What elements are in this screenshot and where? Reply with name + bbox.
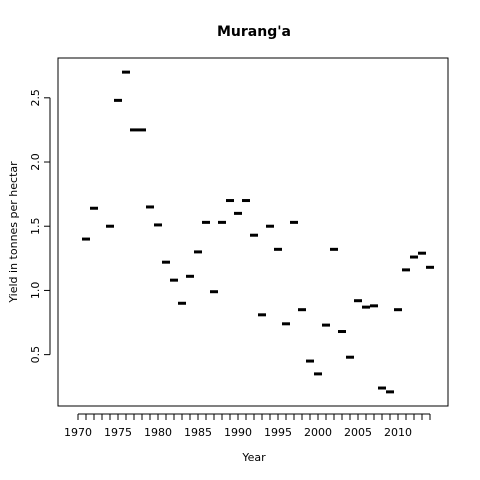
x-tick-label: 1970 <box>64 426 92 439</box>
chart-title: Murang'a <box>217 24 291 40</box>
y-axis-label: Yield in tonnes per hectar <box>7 161 20 304</box>
y-tick-label: 1.0 <box>29 282 42 300</box>
y-tick-label: 2.5 <box>29 89 42 107</box>
x-tick-label: 2005 <box>344 426 372 439</box>
x-tick-label: 2000 <box>304 426 332 439</box>
x-tick-label: 2010 <box>384 426 412 439</box>
x-axis-label: Year <box>241 451 266 464</box>
y-tick-label: 2.0 <box>29 153 42 171</box>
x-tick-label: 1975 <box>104 426 132 439</box>
x-tick-label: 1985 <box>184 426 212 439</box>
x-tick-label: 1980 <box>144 426 172 439</box>
y-tick-label: 1.5 <box>29 217 42 235</box>
x-tick-label: 1995 <box>264 426 292 439</box>
y-tick-label: 0.5 <box>29 346 42 364</box>
plot-frame <box>57 57 449 407</box>
x-tick-label: 1990 <box>224 426 252 439</box>
